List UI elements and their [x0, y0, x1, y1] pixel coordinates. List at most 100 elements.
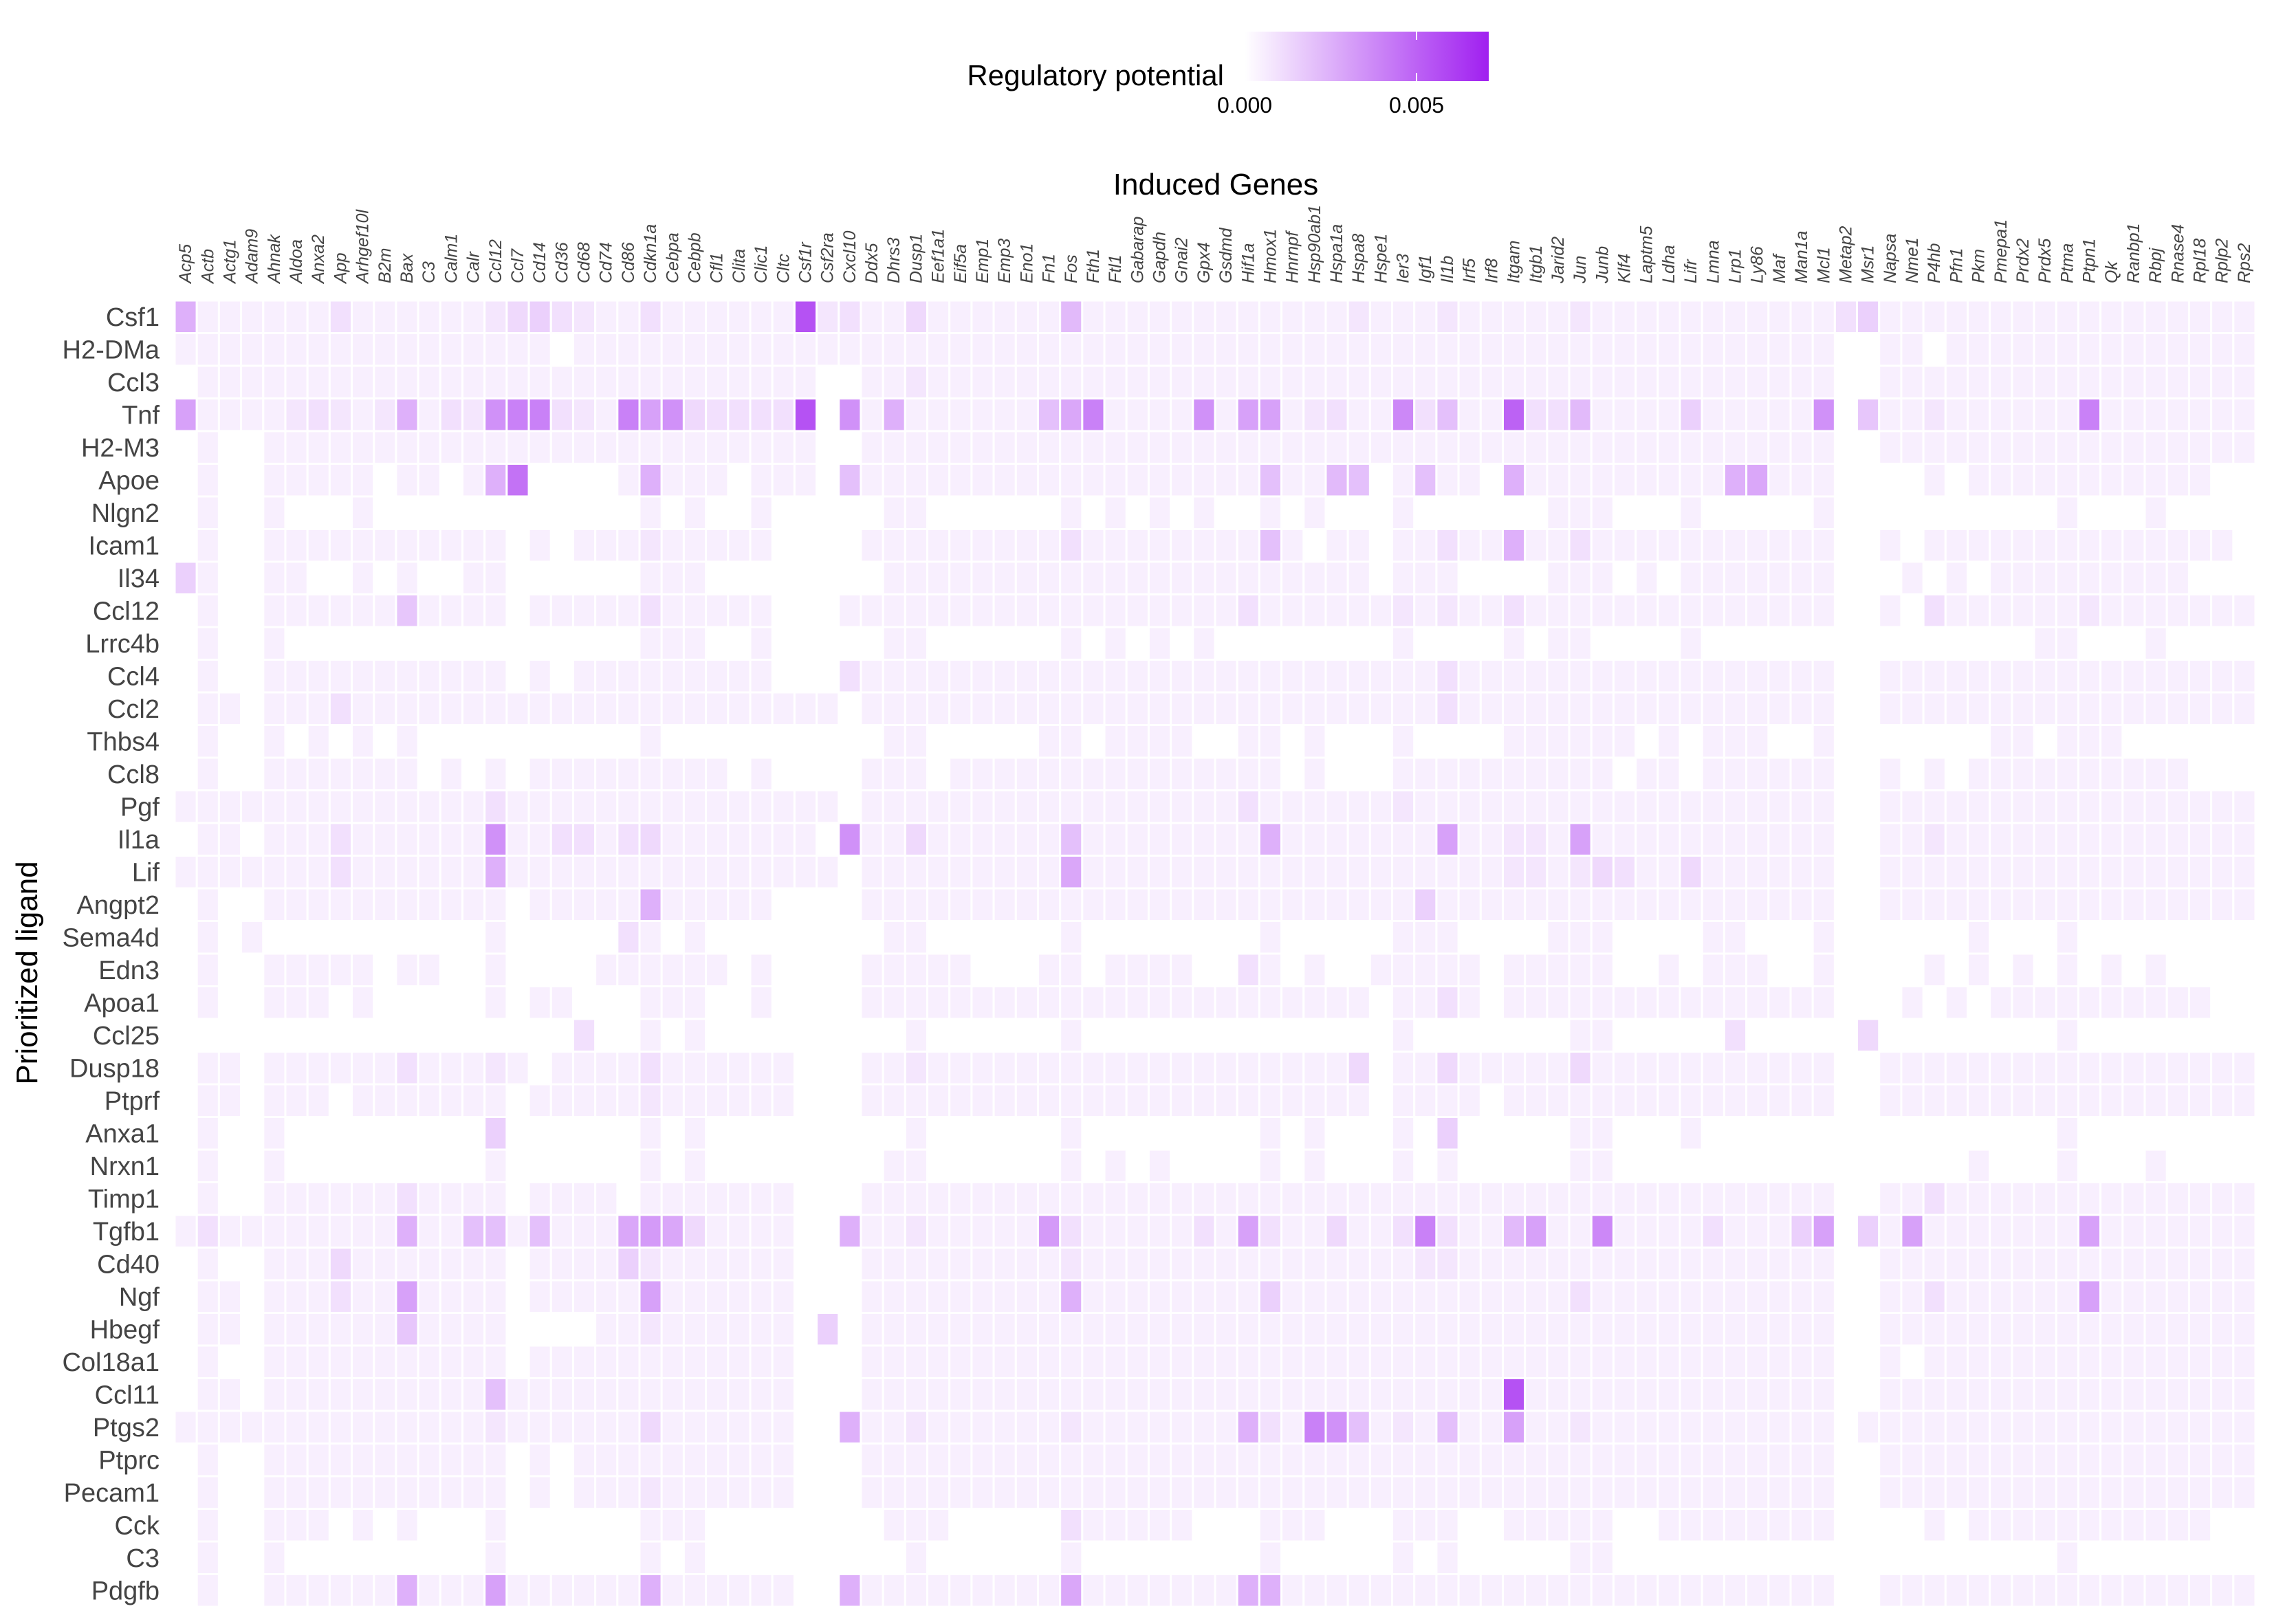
heatmap-cell-Ccl4-Hspa1a — [1324, 659, 1349, 694]
heatmap-cell-Il34-Cdkn1a — [638, 560, 663, 595]
heatmap-cell-Timp1-Arhgef10l — [351, 1181, 375, 1216]
heatmap-cell-Dusp18-Nme1 — [1900, 1051, 1925, 1086]
heatmap-cell-Ptprc-Fn1 — [1036, 1442, 1062, 1478]
heatmap-cell-Timp1-Pmepa1 — [1989, 1181, 2013, 1216]
heatmap-cell-Ccl12-Actb — [195, 593, 220, 628]
heatmap-cell-Nlgn2-Ftl1 — [1103, 495, 1128, 530]
heatmap-cell-Cck-Itgb1 — [1524, 1508, 1549, 1543]
heatmap-cell-Il1a-Irf5 — [1457, 822, 1482, 857]
heatmap-cell-Tgfb1-Ddx5 — [860, 1214, 884, 1249]
heatmap-cell-Dusp18-Napsa — [1878, 1051, 1903, 1086]
heatmap-cell-Ptgs2-Itgam — [1501, 1409, 1527, 1445]
heatmap-cell-H2-DMa-Actg1 — [217, 332, 243, 367]
heatmap-cell-Dusp18-Cd74 — [594, 1051, 619, 1086]
heatmap-cell-Pecam1-Calm1 — [439, 1475, 463, 1510]
heatmap-cell-Il1a-Lmna — [1701, 822, 1725, 857]
x-tick-label-Irf5: Irf5 — [1460, 259, 1479, 283]
heatmap-cell-Tgfb1-Cd86 — [616, 1214, 641, 1249]
y-tick-label-C3: C3 — [126, 1544, 160, 1573]
heatmap-cell-Tgfb1-Lifr — [1679, 1214, 1703, 1249]
x-tick-label-Man1a: Man1a — [1792, 230, 1811, 283]
heatmap-cell-H2-DMa-Qk — [2099, 332, 2124, 367]
heatmap-cell-Edn3-Itgam — [1501, 952, 1527, 987]
heatmap-cell-Csf1-Itgb1 — [1524, 299, 1549, 334]
heatmap-cell-Lrrc4b-Actb — [195, 626, 220, 661]
heatmap-cell-Ptgs2-Man1a — [1789, 1409, 1814, 1445]
heatmap-cell-Cd40-Hmox1 — [1258, 1247, 1283, 1282]
heatmap-cell-Thbs4-Anxa2 — [306, 724, 331, 759]
heatmap-cell-Apoa1-Gpx4 — [1192, 985, 1216, 1020]
heatmap-cell-Tnf-Klf4 — [1612, 397, 1637, 432]
heatmap-cell-H2-M3-Nme1 — [1900, 430, 1925, 465]
heatmap-cell-Apoa1-Arhgef10l — [351, 985, 375, 1020]
heatmap-cell-Pgf-Csf2ra — [816, 789, 840, 824]
heatmap-cell-Timp1-Rps2 — [2232, 1181, 2257, 1216]
heatmap-cell-Timp1-Ahnak — [262, 1181, 287, 1216]
heatmap-cell-Ngf-Pmepa1 — [1989, 1279, 2013, 1314]
heatmap-cell-Dusp18-Igf1 — [1413, 1051, 1438, 1086]
heatmap-cell-Pgf-Gpx4 — [1192, 789, 1216, 824]
heatmap-cell-Angpt2-Ly86 — [1745, 887, 1770, 922]
heatmap-cell-Ccl4-Maf — [1767, 659, 1792, 694]
heatmap-cell-Col18a1-Qk — [2099, 1344, 2124, 1379]
heatmap-cell-Ccl3-Itgb1 — [1524, 364, 1549, 399]
heatmap-cell-Cd40-Calm1 — [439, 1247, 463, 1282]
heatmap-cell-Cd40-Ldha — [1657, 1247, 1681, 1282]
y-tick-label-Pecam1: Pecam1 — [64, 1479, 160, 1508]
heatmap-cell-Col18a1-Jarid2 — [1546, 1344, 1571, 1379]
heatmap-cell-H2-M3-Igf1 — [1413, 430, 1438, 465]
heatmap-cell-Tnf-Irf5 — [1457, 397, 1482, 432]
heatmap-cell-Ptprc-Fth1 — [1081, 1442, 1106, 1478]
heatmap-cell-Ccl3-Napsa — [1878, 364, 1903, 399]
heatmap-cell-Nrxn1-Junb — [1590, 1148, 1615, 1183]
heatmap-cell-Ptprc-Actb — [195, 1442, 220, 1478]
heatmap-cell-Icam1-Cfl1 — [705, 528, 730, 563]
heatmap-cell-Dusp18-Gapdh — [1147, 1051, 1172, 1086]
heatmap-cell-Ccl2-Emp1 — [970, 691, 995, 726]
heatmap-cell-Ccl8-Pkm — [1967, 756, 1991, 791]
heatmap-cell-Nlgn2-Jarid2 — [1546, 495, 1571, 530]
heatmap-cell-Csf1-Prdx2 — [2011, 299, 2035, 334]
heatmap-cell-Csf1-Ly86 — [1745, 299, 1770, 334]
heatmap-cell-Ptprc-Cebpb — [682, 1442, 708, 1478]
heatmap-cell-Lif-Calr — [461, 855, 486, 890]
heatmap-cell-Ccl11-Cd68 — [571, 1377, 597, 1412]
heatmap-cell-H2-DMa-Adam9 — [240, 332, 265, 367]
heatmap-cell-Ccl12-Cfl1 — [705, 593, 730, 628]
heatmap-cell-Ccl3-Ptma — [2055, 364, 2079, 399]
heatmap-cell-Tgfb1-Eno1 — [1014, 1214, 1039, 1249]
heatmap-cell-Tnf-Jun — [1568, 397, 1593, 432]
heatmap-cell-Pgf-Hsp90ab1 — [1302, 789, 1327, 824]
heatmap-cell-Il1a-Hif1a — [1236, 822, 1260, 857]
heatmap-cell-H2-M3-Prdx2 — [2011, 430, 2035, 465]
heatmap-cell-Ccl4-Aldoa — [284, 659, 309, 694]
heatmap-cell-Apoe-Clic1 — [749, 463, 774, 498]
y-tick-label-Pgf: Pgf — [120, 793, 160, 822]
heatmap-cell-Csf1-Cfl1 — [705, 299, 730, 334]
heatmap-cell-Nlgn2-Hsp90ab1 — [1302, 495, 1327, 530]
heatmap-cell-Dusp18-Actb — [195, 1051, 220, 1086]
heatmap-cell-Ccl12-Prdx2 — [2011, 593, 2035, 628]
heatmap-cell-Col18a1-Prdx2 — [2011, 1344, 2035, 1379]
heatmap-cell-H2-M3-Ptpn1 — [2077, 430, 2102, 465]
heatmap-cell-Anxa1-Dusp1 — [904, 1116, 929, 1151]
heatmap-cell-Il34-Rbpj — [2143, 560, 2168, 595]
heatmap-cell-Cck-Prdx5 — [2033, 1508, 2057, 1543]
heatmap-cell-Ccl11-Klf4 — [1612, 1377, 1637, 1412]
heatmap-cell-Csf1-Calr — [461, 299, 486, 334]
heatmap-cell-Dusp18-Gabarap — [1125, 1051, 1150, 1086]
heatmap-cell-Timp1-Dhrs3 — [882, 1181, 906, 1216]
heatmap-cell-Apoa1-Prdx5 — [2033, 985, 2057, 1020]
heatmap-cell-Pecam1-Eno1 — [1014, 1475, 1039, 1510]
heatmap-cell-Il1a-Aldoa — [284, 822, 309, 857]
heatmap-cell-Lif-Dusp1 — [904, 855, 929, 890]
heatmap-cell-Pgf-Dhrs3 — [882, 789, 906, 824]
heatmap-cell-Ptprf-Rbpj — [2143, 1083, 2168, 1118]
heatmap-cell-Pdgfb-Aldoa — [284, 1573, 309, 1608]
x-tick-label-Igf1: Igf1 — [1416, 254, 1435, 283]
heatmap-cell-Dusp18-Cebpb — [682, 1051, 708, 1086]
heatmap-cell-Ptprf-Actg1 — [217, 1083, 243, 1118]
heatmap-cell-Cd40-Ptpn1 — [2077, 1247, 2102, 1282]
heatmap-cell-Pdgfb-Cebpb — [682, 1573, 708, 1608]
heatmap-cell-Dusp18-Hnrnpf — [1280, 1051, 1305, 1086]
